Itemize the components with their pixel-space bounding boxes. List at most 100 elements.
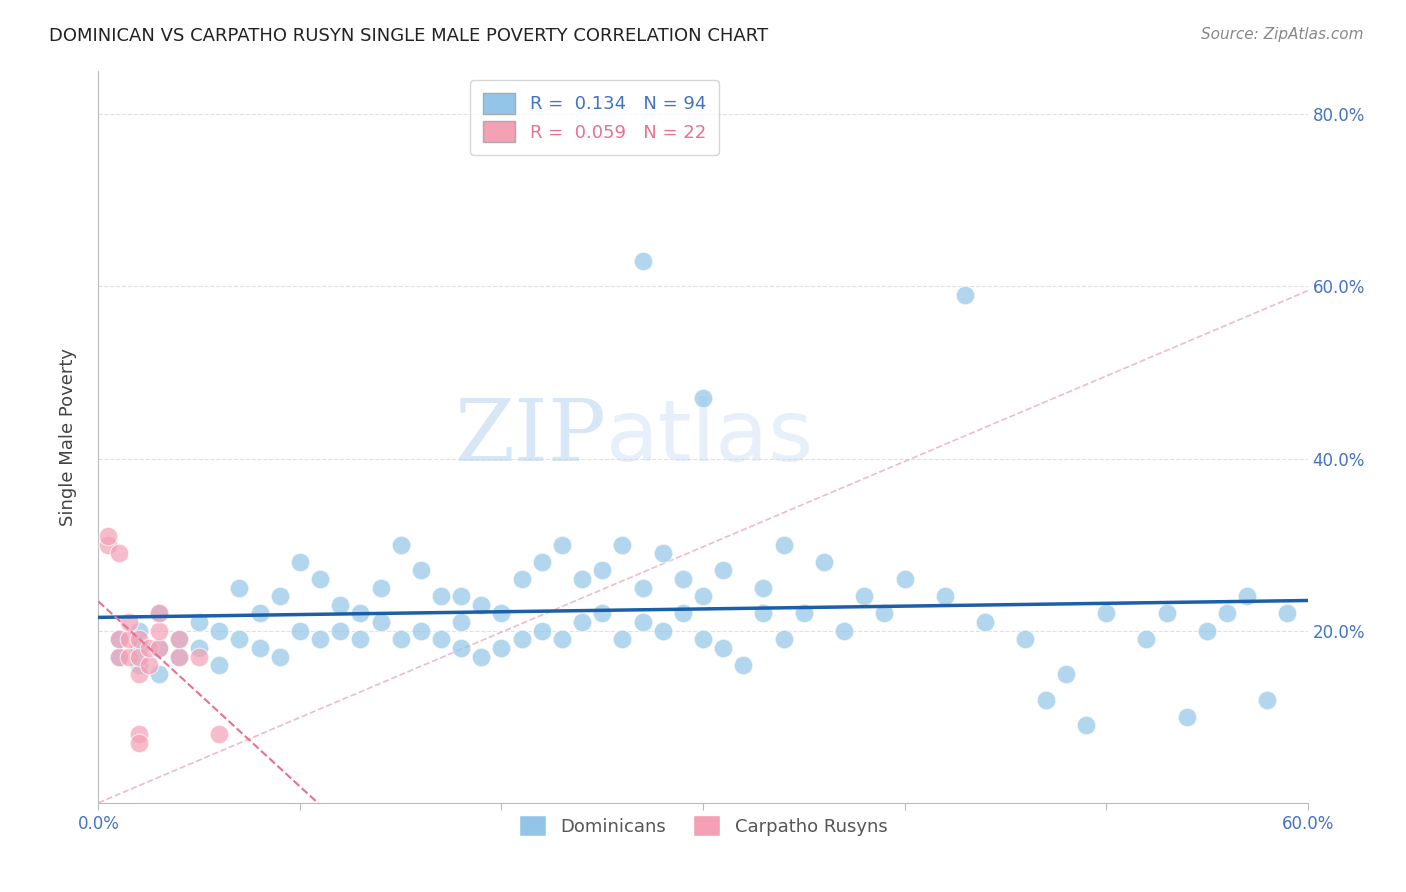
Point	[1195, 624, 1218, 638]
Point	[228, 581, 250, 595]
Point	[1277, 607, 1299, 621]
Point	[450, 640, 472, 655]
Point	[118, 649, 141, 664]
Point	[288, 624, 311, 638]
Text: ZIP: ZIP	[454, 395, 606, 479]
Point	[138, 640, 160, 655]
Y-axis label: Single Male Poverty: Single Male Poverty	[59, 348, 77, 526]
Point	[409, 564, 432, 578]
Point	[530, 624, 553, 638]
Point	[249, 640, 271, 655]
Point	[793, 607, 815, 621]
Point	[309, 572, 332, 586]
Point	[612, 538, 634, 552]
Point	[934, 589, 956, 603]
Point	[138, 658, 160, 673]
Point	[118, 632, 141, 647]
Point	[249, 607, 271, 621]
Point	[167, 632, 190, 647]
Point	[530, 555, 553, 569]
Point	[510, 632, 533, 647]
Point	[430, 632, 453, 647]
Point	[1175, 710, 1198, 724]
Point	[167, 649, 190, 664]
Point	[772, 538, 794, 552]
Point	[510, 572, 533, 586]
Point	[269, 589, 291, 603]
Text: DOMINICAN VS CARPATHO RUSYN SINGLE MALE POVERTY CORRELATION CHART: DOMINICAN VS CARPATHO RUSYN SINGLE MALE …	[49, 27, 768, 45]
Point	[772, 632, 794, 647]
Point	[107, 649, 129, 664]
Point	[1135, 632, 1157, 647]
Text: atlas: atlas	[606, 395, 814, 479]
Point	[107, 649, 129, 664]
Point	[551, 632, 574, 647]
Point	[128, 649, 150, 664]
Point	[188, 640, 211, 655]
Point	[329, 624, 352, 638]
Point	[97, 529, 120, 543]
Point	[148, 624, 170, 638]
Point	[1014, 632, 1036, 647]
Point	[349, 607, 371, 621]
Point	[148, 640, 170, 655]
Point	[107, 632, 129, 647]
Point	[631, 615, 654, 629]
Point	[389, 538, 412, 552]
Point	[1074, 718, 1097, 732]
Point	[450, 589, 472, 603]
Point	[591, 564, 613, 578]
Point	[631, 581, 654, 595]
Point	[208, 624, 231, 638]
Point	[672, 607, 695, 621]
Point	[752, 581, 775, 595]
Point	[269, 649, 291, 664]
Point	[188, 615, 211, 629]
Point	[551, 538, 574, 552]
Point	[167, 649, 190, 664]
Point	[853, 589, 876, 603]
Point	[752, 607, 775, 621]
Point	[832, 624, 855, 638]
Point	[167, 632, 190, 647]
Point	[370, 615, 392, 629]
Point	[128, 658, 150, 673]
Point	[128, 640, 150, 655]
Point	[1054, 666, 1077, 681]
Point	[1216, 607, 1239, 621]
Point	[692, 589, 714, 603]
Point	[612, 632, 634, 647]
Point	[1156, 607, 1178, 621]
Point	[128, 632, 150, 647]
Point	[128, 624, 150, 638]
Point	[571, 572, 593, 586]
Point	[813, 555, 835, 569]
Point	[128, 666, 150, 681]
Point	[409, 624, 432, 638]
Point	[148, 607, 170, 621]
Point	[491, 640, 513, 655]
Text: Source: ZipAtlas.com: Source: ZipAtlas.com	[1201, 27, 1364, 42]
Point	[128, 735, 150, 749]
Point	[1035, 692, 1057, 706]
Point	[349, 632, 371, 647]
Point	[309, 632, 332, 647]
Point	[591, 607, 613, 621]
Point	[692, 632, 714, 647]
Point	[389, 632, 412, 647]
Point	[974, 615, 997, 629]
Point	[692, 392, 714, 406]
Point	[733, 658, 755, 673]
Point	[430, 589, 453, 603]
Point	[711, 564, 734, 578]
Point	[107, 632, 129, 647]
Point	[148, 607, 170, 621]
Point	[118, 615, 141, 629]
Point	[370, 581, 392, 595]
Point	[188, 649, 211, 664]
Point	[228, 632, 250, 647]
Point	[651, 546, 673, 560]
Point	[128, 727, 150, 741]
Point	[651, 624, 673, 638]
Point	[672, 572, 695, 586]
